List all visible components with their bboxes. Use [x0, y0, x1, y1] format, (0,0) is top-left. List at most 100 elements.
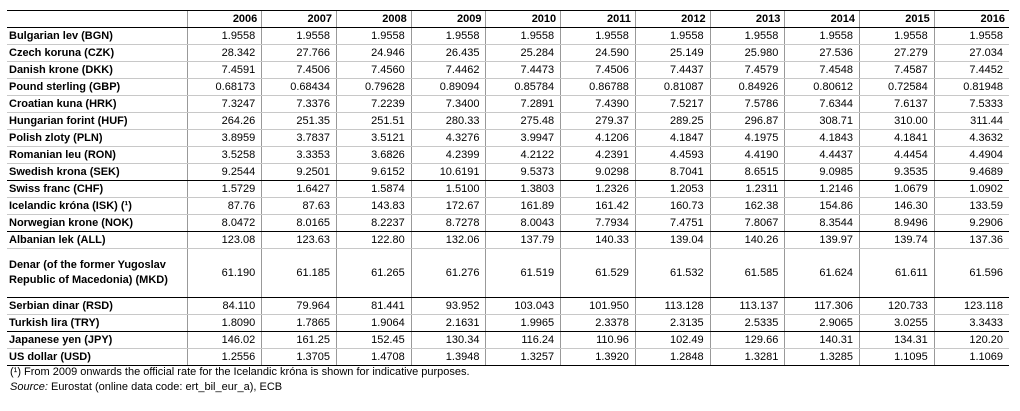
rate-cell: 4.3276: [410, 129, 486, 147]
currency-label: Swiss franc (CHF): [7, 180, 188, 198]
rate-cell: 7.4437: [634, 61, 711, 79]
year-header: 2007: [261, 10, 337, 28]
rate-cell: 139.97: [784, 231, 860, 249]
table-row: Japanese yen (JPY) 146.02 161.25 152.45 130.…: [7, 331, 1009, 349]
rate-cell: 296.87: [709, 112, 785, 130]
year-header: 2016: [933, 10, 1009, 28]
rate-cell: 1.2556: [186, 348, 262, 366]
year-header: 2009: [410, 10, 486, 28]
rate-cell: 4.2122: [485, 146, 561, 164]
rate-cell: 7.6137: [859, 95, 935, 113]
rate-cell: 9.2906: [933, 214, 1009, 232]
rate-cell: 7.5333: [933, 95, 1009, 113]
table-row: Turkish lira (TRY) 1.8090 1.7865 1.9064 2.16…: [7, 314, 1009, 332]
currency-label: Serbian dinar (RSD): [7, 297, 188, 315]
year-header: 2014: [784, 10, 860, 28]
table-row: Danish krone (DKK) 7.4591 7.4506 7.4560 7.44…: [7, 61, 1009, 79]
rate-cell: 4.1841: [859, 129, 935, 147]
table-row: Croatian kuna (HRK) 7.3247 7.3376 7.2239 7.3…: [7, 95, 1009, 113]
rate-cell: 8.6515: [709, 163, 785, 181]
rate-cell: 61.624: [784, 248, 860, 298]
rate-cell: 7.3247: [186, 95, 262, 113]
table-row: Czech koruna (CZK) 28.342 27.766 24.946 26.4…: [7, 44, 1009, 62]
rate-cell: 140.33: [560, 231, 636, 249]
rate-cell: 61.185: [261, 248, 337, 298]
rate-cell: 116.24: [485, 331, 561, 349]
rate-cell: 9.0985: [784, 163, 860, 181]
rate-cell: 27.766: [261, 44, 337, 62]
rate-cell: 1.9558: [186, 27, 262, 45]
rate-cell: 4.1975: [709, 129, 785, 147]
rate-cell: 1.5729: [186, 180, 262, 198]
rate-cell: 101.950: [560, 297, 636, 315]
currency-label: Japanese yen (JPY): [7, 331, 188, 349]
currency-label: Pound sterling (GBP): [7, 78, 188, 96]
rate-cell: 61.596: [933, 248, 1009, 298]
rate-cell: 1.9558: [485, 27, 561, 45]
rate-cell: 61.190: [186, 248, 262, 298]
rate-cell: 27.536: [784, 44, 860, 62]
rate-cell: 3.5258: [186, 146, 262, 164]
year-header: 2010: [485, 10, 561, 28]
table-row: Swiss franc (CHF) 1.5729 1.6427 1.5874 1.510…: [7, 180, 1009, 198]
rate-cell: 25.284: [485, 44, 561, 62]
rate-cell: 24.946: [336, 44, 412, 62]
rate-cell: 152.45: [336, 331, 412, 349]
rate-cell: 133.59: [933, 197, 1009, 215]
rate-cell: 0.68173: [186, 78, 262, 96]
rate-cell: 1.1069: [933, 348, 1009, 366]
notes: (¹) From 2009 onwards the official rate …: [10, 365, 470, 395]
rate-cell: 3.9947: [485, 129, 561, 147]
year-header: 2011: [560, 10, 636, 28]
rate-cell: 7.4390: [560, 95, 636, 113]
rate-cell: 140.26: [709, 231, 785, 249]
source-text: Eurostat (online data code: ert_bil_eur_…: [47, 381, 283, 393]
rate-cell: 140.31: [784, 331, 860, 349]
table-row: Swedish krona (SEK) 9.2544 9.2501 9.6152 10.…: [7, 163, 1009, 181]
rate-cell: 3.3353: [261, 146, 337, 164]
rate-cell: 132.06: [410, 231, 486, 249]
rate-cell: 113.128: [634, 297, 711, 315]
rate-cell: 9.2544: [186, 163, 262, 181]
currency-label: Czech koruna (CZK): [7, 44, 188, 62]
rate-cell: 1.9558: [784, 27, 860, 45]
rate-cell: 137.36: [933, 231, 1009, 249]
rate-cell: 0.85784: [485, 78, 561, 96]
currency-label: Denar (of the former Yugoslav Republic o…: [7, 248, 188, 298]
rate-cell: 122.80: [336, 231, 412, 249]
rate-cell: 8.0165: [261, 214, 337, 232]
rate-cell: 120.20: [933, 331, 1009, 349]
rate-cell: 9.3535: [859, 163, 935, 181]
rate-cell: 4.3632: [933, 129, 1009, 147]
table-row: US dollar (USD) 1.2556 1.3705 1.4708 1.3948 1…: [7, 348, 1009, 366]
rate-cell: 130.34: [410, 331, 486, 349]
year-header: 2015: [859, 10, 935, 28]
rate-cell: 79.964: [261, 297, 337, 315]
currency-label: Polish zloty (PLN): [7, 129, 188, 147]
rate-cell: 1.9558: [933, 27, 1009, 45]
table-row: Icelandic króna (ISK) (¹) 87.76 87.63 143.8…: [7, 197, 1009, 215]
rate-cell: 139.74: [859, 231, 935, 249]
currency-label: Albanian lek (ALL): [7, 231, 188, 249]
rate-cell: 280.33: [410, 112, 486, 130]
rate-cell: 7.4473: [485, 61, 561, 79]
rate-cell: 7.7934: [560, 214, 636, 232]
year-header: 2008: [336, 10, 412, 28]
rate-cell: 275.48: [485, 112, 561, 130]
rate-cell: 9.0298: [560, 163, 636, 181]
rate-cell: 7.4587: [859, 61, 935, 79]
rate-cell: 123.63: [261, 231, 337, 249]
table-row: Serbian dinar (RSD) 84.110 79.964 81.441 93.…: [7, 297, 1009, 315]
rate-cell: 1.2146: [784, 180, 860, 198]
rate-cell: 146.30: [859, 197, 935, 215]
exchange-rate-table: 2006 2007 2008 2009 2010 2011 2012 2013 …: [7, 10, 1009, 366]
rate-cell: 84.110: [186, 297, 262, 315]
rate-cell: 25.980: [709, 44, 785, 62]
rate-cell: 129.66: [709, 331, 785, 349]
rate-cell: 0.79628: [336, 78, 412, 96]
header-row: 2006 2007 2008 2009 2010 2011 2012 2013 …: [7, 10, 1009, 28]
header-corner-cell: [7, 10, 188, 28]
rate-cell: 8.3544: [784, 214, 860, 232]
rate-cell: 3.5121: [336, 129, 412, 147]
rate-cell: 9.6152: [336, 163, 412, 181]
